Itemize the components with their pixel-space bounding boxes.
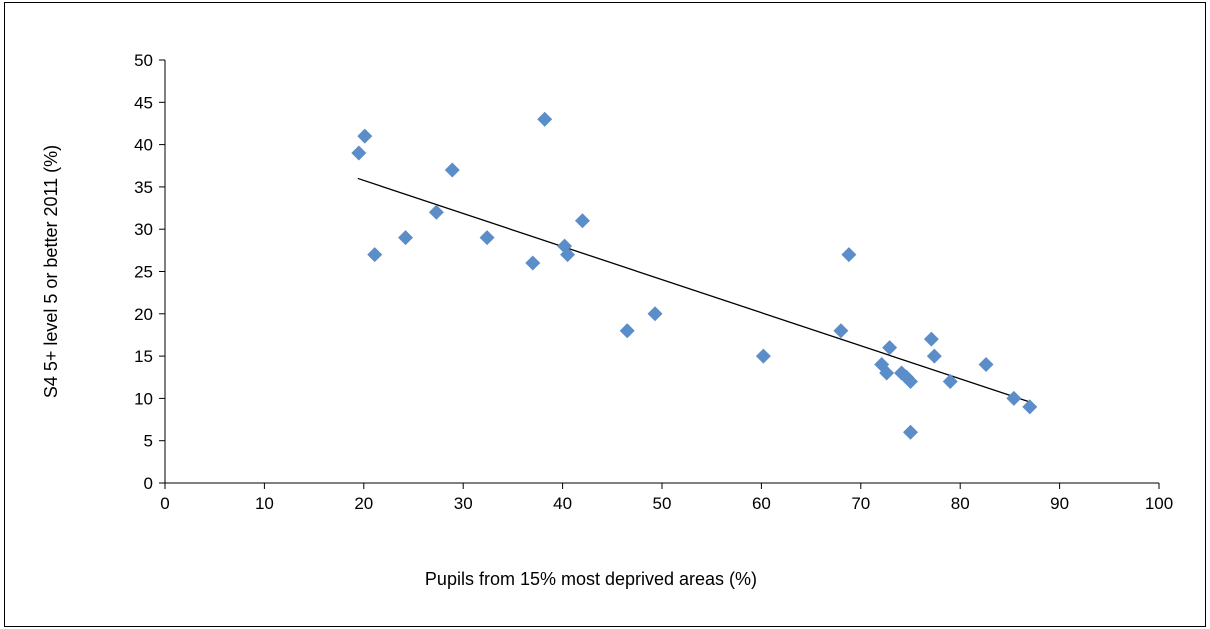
data-point-marker [428,204,444,220]
y-tick-label: 25 [134,263,153,282]
y-tick-label: 50 [134,51,153,70]
y-tick-label: 40 [134,136,153,155]
data-point-marker [926,348,942,364]
x-tick-label: 50 [653,494,672,513]
axes [164,60,1159,484]
data-point-marker [841,247,857,263]
y-tick-label: 30 [134,220,153,239]
y-axis-title: S4 5+ level 5 or better 2011 (%) [41,145,61,398]
y-tick-label: 0 [144,474,153,493]
data-point-marker [367,247,383,263]
data-point-marker [525,255,541,271]
data-point-marker [560,247,576,263]
y-tick-label: 15 [134,347,153,366]
ticks: 0 5 10 15 20 25 30 35 40 45 50 0 10 20 30 40 50 60 70 80 90 1… [134,51,1173,513]
x-axis-title: Pupils from 15% most deprived areas (%) [425,569,757,589]
y-tick-label: 5 [144,432,153,451]
data-point-marker [351,145,367,161]
trendline-group [357,177,1032,404]
data-point-marker [619,323,635,339]
data-point-marker [1022,399,1038,415]
x-tick-label: 80 [951,494,970,513]
data-point-marker [647,306,663,322]
data-point-marker [903,424,918,440]
data-point-marker [357,128,373,144]
data-point-marker [923,331,939,347]
x-tick-label: 10 [255,494,274,513]
y-tick-label: 20 [134,305,153,324]
chart-frame: 0 5 10 15 20 25 30 35 40 45 50 0 10 20 30 40 50 60 70 80 90 1… [4,2,1206,627]
x-tick-label: 60 [752,494,771,513]
data-point-marker [479,230,495,246]
data-point-marker [1006,390,1022,406]
data-point-marker [978,357,994,373]
x-tick-label: 70 [851,494,870,513]
trendline [357,177,1032,404]
scatter-chart: 0 5 10 15 20 25 30 35 40 45 50 0 10 20 30 40 50 60 70 80 90 1… [41,51,1173,589]
data-point-marker [398,230,414,246]
x-tick-label: 20 [354,494,373,513]
data-point-marker [882,340,898,356]
data-points [351,111,1038,440]
data-point-marker [903,373,918,389]
x-tick-label: 0 [160,494,169,513]
x-tick-label: 40 [553,494,572,513]
data-point-marker [444,162,460,178]
data-point-marker [574,213,590,229]
data-point-marker [833,323,849,339]
data-point-marker [755,348,771,364]
data-point-marker [879,365,895,381]
data-point-marker [942,373,958,389]
data-point-marker [537,111,553,127]
x-tick-label: 100 [1145,494,1173,513]
x-tick-label: 30 [454,494,473,513]
x-tick-label: 90 [1050,494,1069,513]
y-tick-label: 45 [134,93,153,112]
y-tick-label: 10 [134,389,153,408]
y-tick-label: 35 [134,178,153,197]
